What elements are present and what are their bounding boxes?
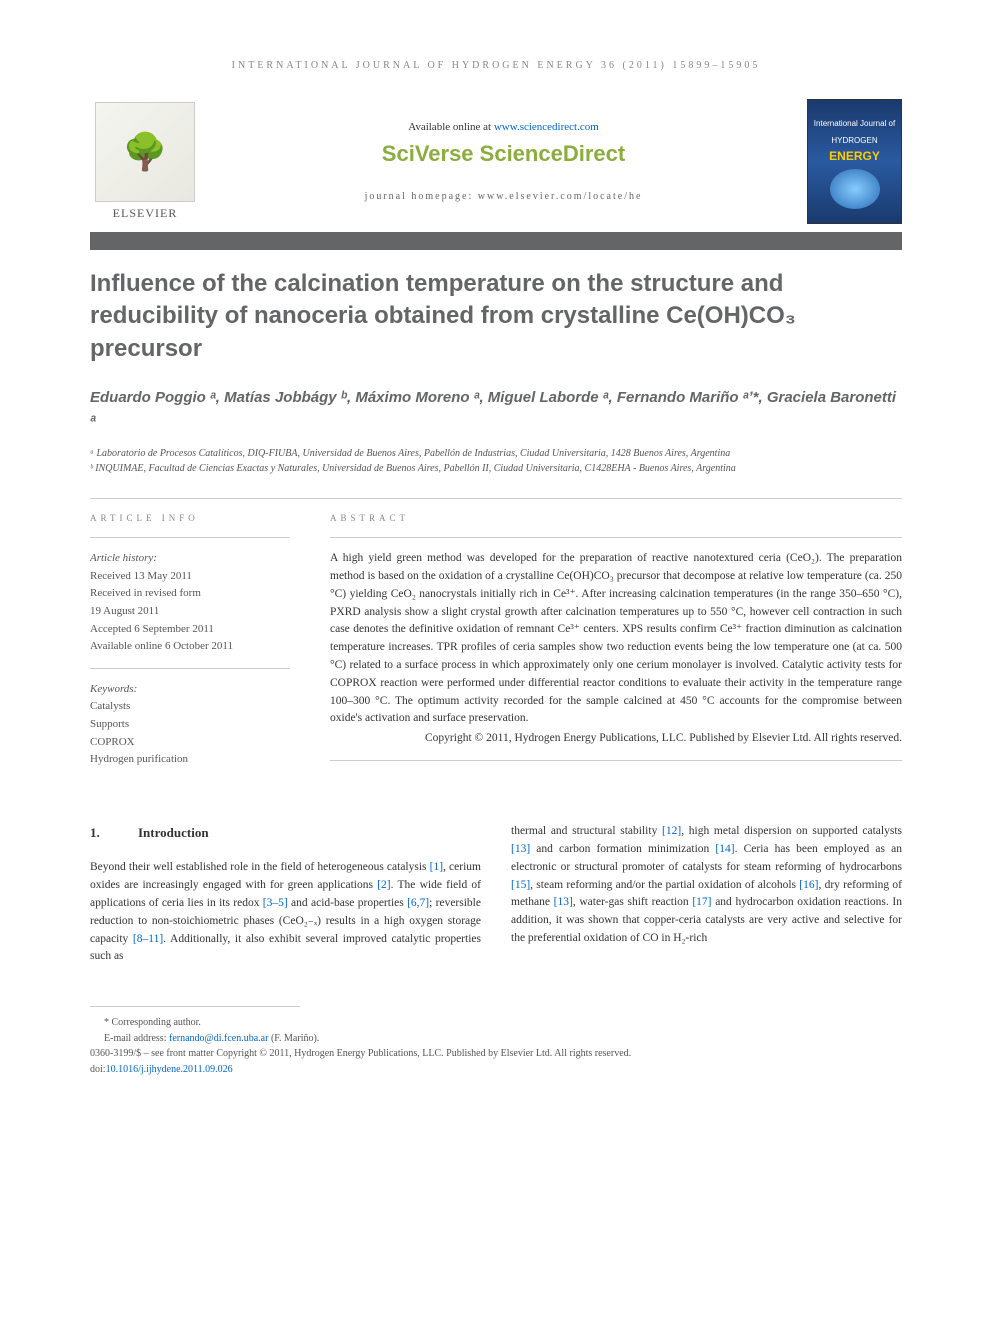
cover-title-mid: HYDROGEN <box>827 132 881 149</box>
abstract-col: ABSTRACT A high yield green method was d… <box>330 513 902 773</box>
journal-header: INTERNATIONAL JOURNAL OF HYDROGEN ENERGY… <box>90 60 902 71</box>
sciencedirect-link[interactable]: www.sciencedirect.com <box>494 121 599 133</box>
abstract-text: A high yield green method was developed … <box>330 550 902 728</box>
revised-line2: 19 August 2011 <box>90 603 290 621</box>
doi-link[interactable]: 10.1016/j.ijhydene.2011.09.026 <box>106 1064 233 1075</box>
available-online: Available online at www.sciencedirect.co… <box>220 121 787 133</box>
email-suffix: (F. Mariño). <box>268 1033 319 1044</box>
ref-link[interactable]: [3–5] <box>263 897 288 909</box>
article-title: Influence of the calcination temperature… <box>90 268 902 365</box>
sciverse-logo: SciVerse ScienceDirect <box>220 141 787 167</box>
title-divider-bar <box>90 232 902 250</box>
meta-divider <box>90 498 902 499</box>
abstract-bottom-divider <box>330 760 902 761</box>
intro-heading: 1.Introduction <box>90 823 481 843</box>
journal-cover: International Journal of HYDROGEN ENERGY <box>807 99 902 224</box>
body-col-right: thermal and structural stability [12], h… <box>511 823 902 966</box>
accepted-date: Accepted 6 September 2011 <box>90 621 290 639</box>
cover-title-top: International Journal of <box>810 115 899 132</box>
keyword-2: COPROX <box>90 734 290 752</box>
keyword-0: Catalysts <box>90 698 290 716</box>
elsevier-tree-icon: 🌳 <box>95 102 195 202</box>
email-line: E-mail address: fernando@di.fcen.uba.ar … <box>104 1031 902 1047</box>
top-banner: 🌳 ELSEVIER Available online at www.scien… <box>90 99 902 224</box>
info-divider-1 <box>90 537 290 538</box>
affiliations: ᵃ Laboratorio de Procesos Catalíticos, D… <box>90 446 902 476</box>
banner-center: Available online at www.sciencedirect.co… <box>200 121 807 202</box>
received-date: Received 13 May 2011 <box>90 568 290 586</box>
elsevier-logo-block: 🌳 ELSEVIER <box>90 102 200 221</box>
article-info-label: ARTICLE INFO <box>90 513 290 523</box>
email-link[interactable]: fernando@di.fcen.uba.ar <box>169 1033 268 1044</box>
ref-link[interactable]: [6,7] <box>407 897 429 909</box>
ref-link[interactable]: [8–11] <box>133 933 163 945</box>
intro-num: 1. <box>90 823 138 843</box>
keyword-1: Supports <box>90 716 290 734</box>
corresponding-author: * Corresponding author. <box>104 1015 902 1031</box>
ref-link[interactable]: [1] <box>430 861 443 873</box>
footer-separator <box>90 1006 300 1007</box>
ref-link[interactable]: [14] <box>715 843 734 855</box>
tree-icon: 🌳 <box>123 131 168 173</box>
ref-link[interactable]: [2] <box>377 879 390 891</box>
homepage-prefix: journal homepage: <box>365 191 478 202</box>
cover-graphic-icon <box>830 169 880 209</box>
body-columns: 1.Introduction Beyond their well establi… <box>90 823 902 966</box>
history-label: Article history: <box>90 550 290 568</box>
journal-homepage: journal homepage: www.elsevier.com/locat… <box>220 191 787 202</box>
affiliation-a: ᵃ Laboratorio de Procesos Catalíticos, D… <box>90 446 902 461</box>
keyword-3: Hydrogen purification <box>90 751 290 769</box>
authors-list: Eduardo Poggio ᵃ, Matías Jobbágy ᵇ, Máxi… <box>90 387 902 432</box>
elsevier-label: ELSEVIER <box>90 206 200 221</box>
abstract-copyright: Copyright © 2011, Hydrogen Energy Public… <box>330 730 902 748</box>
keywords-block: Keywords: Catalysts Supports COPROX Hydr… <box>90 681 290 769</box>
footer-copyright: 0360-3199/$ – see front matter Copyright… <box>90 1046 902 1062</box>
info-divider-2 <box>90 668 290 669</box>
ref-link[interactable]: [13] <box>511 843 530 855</box>
revised-line1: Received in revised form <box>90 585 290 603</box>
doi-line: doi:10.1016/j.ijhydene.2011.09.026 <box>90 1062 902 1078</box>
meta-row: ARTICLE INFO Article history: Received 1… <box>90 513 902 773</box>
doi-label: doi: <box>90 1064 106 1075</box>
intro-title: Introduction <box>138 825 209 840</box>
body-col-left: 1.Introduction Beyond their well establi… <box>90 823 481 966</box>
affiliation-b: ᵇ INQUIMAE, Facultad de Ciencias Exactas… <box>90 461 902 476</box>
email-label: E-mail address: <box>104 1033 169 1044</box>
ref-link[interactable]: [17] <box>692 896 711 908</box>
ref-link[interactable]: [16] <box>799 879 818 891</box>
footer: * Corresponding author. E-mail address: … <box>90 1015 902 1077</box>
homepage-link[interactable]: www.elsevier.com/locate/he <box>478 191 643 202</box>
available-prefix: Available online at <box>408 121 494 133</box>
article-history: Article history: Received 13 May 2011 Re… <box>90 550 290 656</box>
ref-link[interactable]: [15] <box>511 879 530 891</box>
article-info-col: ARTICLE INFO Article history: Received 1… <box>90 513 290 773</box>
cover-title-energy: ENERGY <box>829 149 880 163</box>
intro-para-right: thermal and structural stability [12], h… <box>511 823 902 948</box>
online-date: Available online 6 October 2011 <box>90 638 290 656</box>
abstract-divider <box>330 537 902 538</box>
ref-link[interactable]: [12] <box>662 825 681 837</box>
abstract-label: ABSTRACT <box>330 513 902 523</box>
keywords-label: Keywords: <box>90 681 290 699</box>
ref-link[interactable]: [13] <box>554 896 573 908</box>
intro-para-left: Beyond their well established role in th… <box>90 859 481 966</box>
